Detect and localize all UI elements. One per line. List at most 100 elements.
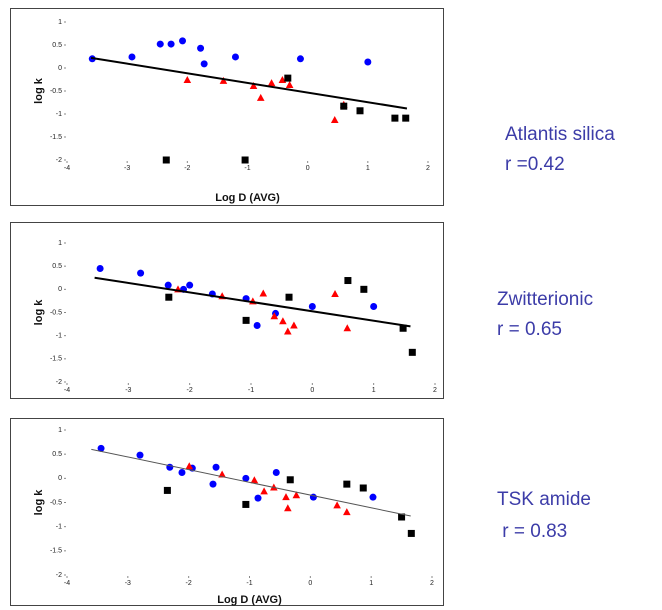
x-tick-label: -1 [248, 387, 254, 394]
x-tick-label: -4 [64, 580, 70, 587]
y-tick-label: -1 [56, 111, 62, 118]
point [200, 60, 208, 68]
point [343, 480, 351, 488]
point [241, 156, 249, 164]
point [197, 44, 205, 52]
point [356, 107, 364, 115]
y-axis-label: log k [33, 77, 45, 104]
point [162, 156, 170, 164]
point [370, 302, 378, 310]
point [254, 494, 262, 502]
trendline [91, 448, 411, 517]
x-tick-label: 1 [366, 165, 370, 172]
x-tick-label: 2 [430, 580, 434, 587]
point [259, 289, 268, 297]
point [340, 102, 348, 110]
annotation: r =0.42 [505, 154, 565, 175]
point [164, 281, 172, 289]
y-tick-label: 1 [58, 19, 62, 26]
x-tick-label: -1 [246, 580, 252, 587]
point [260, 487, 268, 495]
x-tick-label: -1 [244, 165, 250, 172]
y-tick-label: 0 [58, 475, 62, 482]
point [278, 75, 287, 83]
trendline [90, 56, 408, 110]
x-tick-label: 1 [369, 580, 373, 587]
point [407, 529, 415, 537]
point [344, 277, 352, 285]
point [249, 81, 258, 89]
y-tick-label: 0.5 [52, 263, 62, 270]
point [96, 264, 104, 272]
point [331, 289, 339, 297]
x-tick-label: -3 [125, 387, 131, 394]
point [165, 293, 173, 301]
x-tick-label: -2 [186, 580, 192, 587]
trendline [94, 276, 411, 328]
x-tick-label: 0 [310, 387, 314, 394]
x-tick-label: 2 [426, 165, 430, 172]
point [285, 293, 293, 301]
y-tick-label: -2 [56, 572, 62, 579]
point [231, 53, 239, 61]
point [402, 114, 410, 122]
point [179, 37, 187, 45]
point [284, 504, 292, 512]
point [209, 480, 217, 488]
point [296, 55, 304, 63]
x-tick-label: -4 [64, 387, 70, 394]
x-tick-label: -3 [124, 165, 130, 172]
point [270, 312, 279, 320]
point [369, 493, 377, 501]
point [398, 513, 406, 521]
x-tick-label: 0 [308, 580, 312, 587]
chart-frame [10, 8, 444, 206]
point [286, 476, 294, 484]
annotation: r = 0.83 [497, 521, 567, 542]
point [267, 79, 276, 87]
x-tick-label: 1 [372, 387, 376, 394]
x-axis-label: Log D (AVG) [215, 192, 280, 204]
x-tick-label: -2 [187, 387, 193, 394]
point [178, 469, 186, 477]
y-tick-label: 1 [58, 427, 62, 434]
point [212, 463, 220, 471]
annotation: Zwitterionic [497, 289, 593, 310]
point [137, 269, 145, 277]
y-tick-label: -1 [56, 333, 62, 340]
y-tick-label: -0.5 [50, 88, 62, 95]
point [408, 348, 416, 356]
x-tick-label: -4 [64, 165, 70, 172]
point [285, 81, 294, 89]
y-tick-label: -0.5 [50, 309, 62, 316]
chart-frame [10, 222, 444, 399]
point [359, 484, 367, 492]
y-tick-label: -2 [56, 157, 62, 164]
point [242, 316, 250, 324]
point [163, 486, 171, 494]
point [391, 114, 399, 122]
point [167, 40, 175, 48]
point [156, 40, 164, 48]
point [97, 444, 105, 452]
x-tick-label: -2 [184, 165, 190, 172]
point [185, 462, 194, 470]
point [292, 491, 301, 499]
point [242, 474, 250, 482]
point [183, 75, 192, 83]
point [290, 321, 298, 329]
y-axis-label: log k [33, 299, 45, 326]
annotation: r = 0.65 [497, 319, 562, 340]
y-tick-label: 0.5 [52, 451, 62, 458]
chart-frame [10, 418, 444, 606]
point [360, 285, 368, 293]
point [343, 324, 352, 332]
y-tick-label: 0.5 [52, 42, 62, 49]
point [128, 53, 136, 61]
x-tick-label: 0 [306, 165, 310, 172]
point [308, 302, 316, 310]
y-tick-label: -0.5 [50, 499, 62, 506]
point [136, 451, 144, 459]
annotation: Atlantis silica [505, 124, 615, 145]
